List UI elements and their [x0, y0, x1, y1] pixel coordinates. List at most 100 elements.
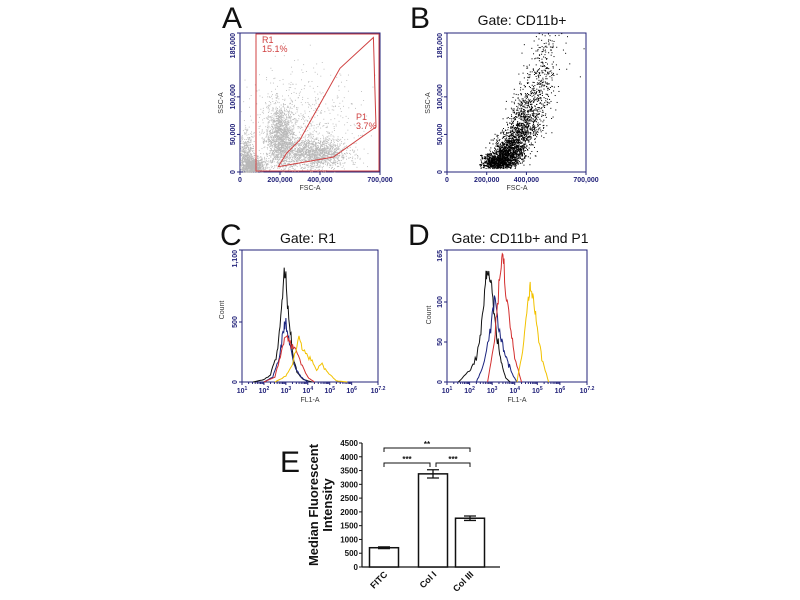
event-dot — [303, 158, 304, 160]
event-dot — [313, 147, 315, 149]
event-dot — [307, 116, 309, 118]
event-dot — [326, 140, 328, 142]
event-dot — [280, 151, 282, 153]
event-dot — [274, 136, 276, 138]
event-dot — [252, 145, 254, 147]
event-dot — [279, 80, 281, 82]
event-dot — [294, 141, 296, 143]
event-dot — [244, 169, 246, 171]
event-dot — [248, 169, 250, 171]
event-dot — [293, 150, 295, 152]
event-dot — [291, 133, 293, 135]
event-dot — [284, 135, 286, 137]
event-dot — [242, 159, 244, 161]
event-dot — [255, 158, 256, 160]
event-dot — [252, 166, 254, 168]
event-dot — [269, 168, 271, 170]
event-dot — [306, 146, 308, 148]
event-dot — [272, 152, 274, 154]
event-dot — [301, 152, 302, 154]
event-dot — [328, 133, 330, 135]
event-dot — [285, 159, 287, 161]
event-dot — [279, 153, 280, 155]
event-dot — [311, 148, 313, 150]
event-dot — [273, 159, 275, 161]
event-dot — [257, 171, 259, 173]
event-dot — [242, 167, 244, 169]
event-dot — [319, 146, 321, 148]
event-dot — [290, 84, 292, 86]
event-dot — [321, 157, 323, 159]
event-dot — [279, 126, 281, 127]
event-dot — [270, 144, 272, 146]
event-dot — [282, 156, 284, 158]
event-dot — [317, 162, 318, 164]
event-dot — [327, 146, 329, 148]
event-dot — [240, 146, 242, 148]
event-dot — [301, 148, 303, 150]
event-dot — [337, 141, 339, 143]
event-dot — [243, 101, 245, 103]
event-dot — [286, 131, 288, 132]
event-dot — [340, 74, 342, 76]
event-dot — [332, 143, 334, 145]
event-dot — [504, 160, 506, 162]
event-dot — [280, 154, 282, 156]
event-dot — [283, 131, 285, 133]
event-dot — [297, 109, 299, 111]
event-dot — [249, 159, 251, 160]
event-dot — [299, 115, 301, 117]
event-dot — [319, 154, 321, 155]
event-dot — [317, 160, 319, 162]
event-dot — [244, 139, 246, 140]
event-dot — [300, 113, 302, 115]
event-dot — [272, 152, 274, 154]
event-dot — [306, 140, 308, 142]
event-dot — [264, 156, 266, 158]
event-dot — [514, 157, 516, 159]
panel-e-ylabel-line2: Intensity — [320, 478, 335, 532]
event-dot — [322, 92, 324, 94]
event-dot — [310, 149, 312, 151]
event-dot — [264, 161, 266, 162]
event-dot — [275, 154, 277, 156]
event-dot — [293, 131, 295, 133]
event-dot — [247, 155, 249, 157]
event-dot — [338, 120, 340, 122]
event-dot — [286, 152, 288, 154]
event-dot — [258, 167, 260, 169]
event-dot — [258, 171, 260, 173]
event-dot — [307, 130, 309, 132]
event-dot — [244, 128, 246, 130]
event-dot — [296, 155, 297, 157]
event-dot — [273, 155, 275, 157]
event-dot — [265, 129, 267, 131]
event-dot — [300, 147, 302, 149]
event-dot — [277, 159, 279, 161]
event-dot — [281, 163, 282, 165]
event-dot — [346, 149, 348, 151]
event-dot — [253, 165, 255, 167]
event-dot — [271, 150, 273, 152]
event-dot — [316, 167, 318, 169]
event-dot — [367, 166, 368, 168]
event-dot — [271, 110, 273, 112]
event-dot — [264, 162, 266, 164]
event-dot — [325, 152, 327, 154]
event-dot — [299, 150, 301, 152]
event-dot — [305, 157, 307, 158]
event-dot — [244, 159, 246, 161]
event-dot — [242, 130, 244, 132]
event-dot — [272, 120, 274, 122]
event-dot — [243, 157, 245, 159]
event-dot — [274, 139, 276, 140]
event-dot — [253, 161, 255, 163]
event-dot — [336, 145, 338, 146]
event-dot — [289, 128, 291, 130]
event-dot — [278, 163, 280, 165]
event-dot — [297, 160, 299, 162]
event-dot — [283, 134, 285, 136]
event-dot — [335, 150, 336, 152]
event-dot — [254, 159, 256, 161]
event-dot — [326, 142, 328, 144]
